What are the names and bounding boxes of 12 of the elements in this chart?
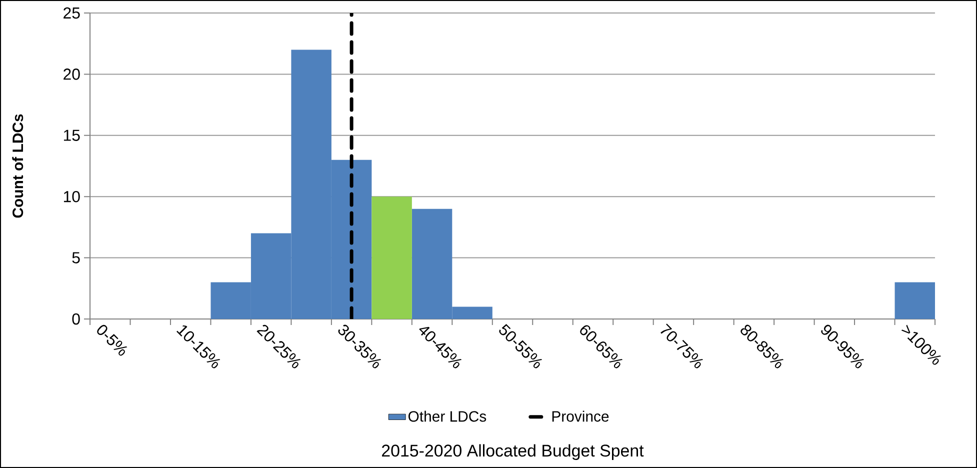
- bar: [372, 196, 412, 319]
- legend-label: Other LDCs: [408, 410, 486, 422]
- legend-label: Province: [552, 410, 609, 422]
- y-tick-label: 25: [64, 7, 80, 19]
- y-tick-label: 20: [64, 68, 80, 80]
- y-tick-label: 10: [64, 190, 80, 202]
- y-tick-label: 5: [72, 252, 80, 264]
- y-tick-label: 0: [72, 313, 80, 325]
- y-tick-label: 15: [64, 130, 80, 141]
- bar: [894, 282, 936, 319]
- x-axis-title: 2015-2020 Allocated Budget Spent: [382, 444, 644, 460]
- y-axis-title: Count of LDCs: [12, 114, 24, 218]
